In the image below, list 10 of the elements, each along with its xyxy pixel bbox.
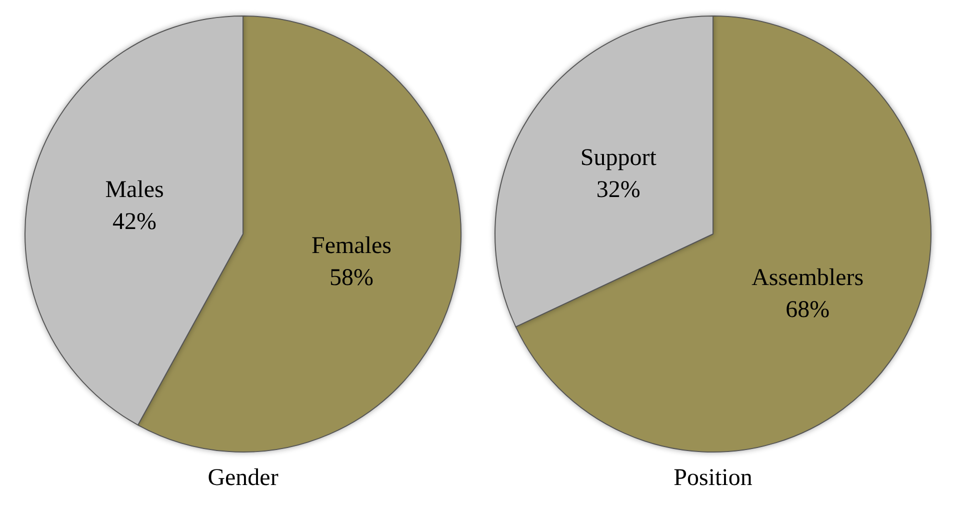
text: Position (674, 465, 752, 491)
data-label: 42% (112, 209, 157, 236)
slice-label: Support (580, 144, 657, 171)
data-label: 68% (786, 297, 830, 324)
slice-label: Assemblers (752, 265, 864, 292)
slice-label: Males (105, 177, 164, 204)
text: Gender (208, 465, 278, 491)
data-label: 58% (329, 264, 374, 291)
data-label: 32% (596, 176, 640, 203)
slice-label: Females (311, 232, 392, 259)
